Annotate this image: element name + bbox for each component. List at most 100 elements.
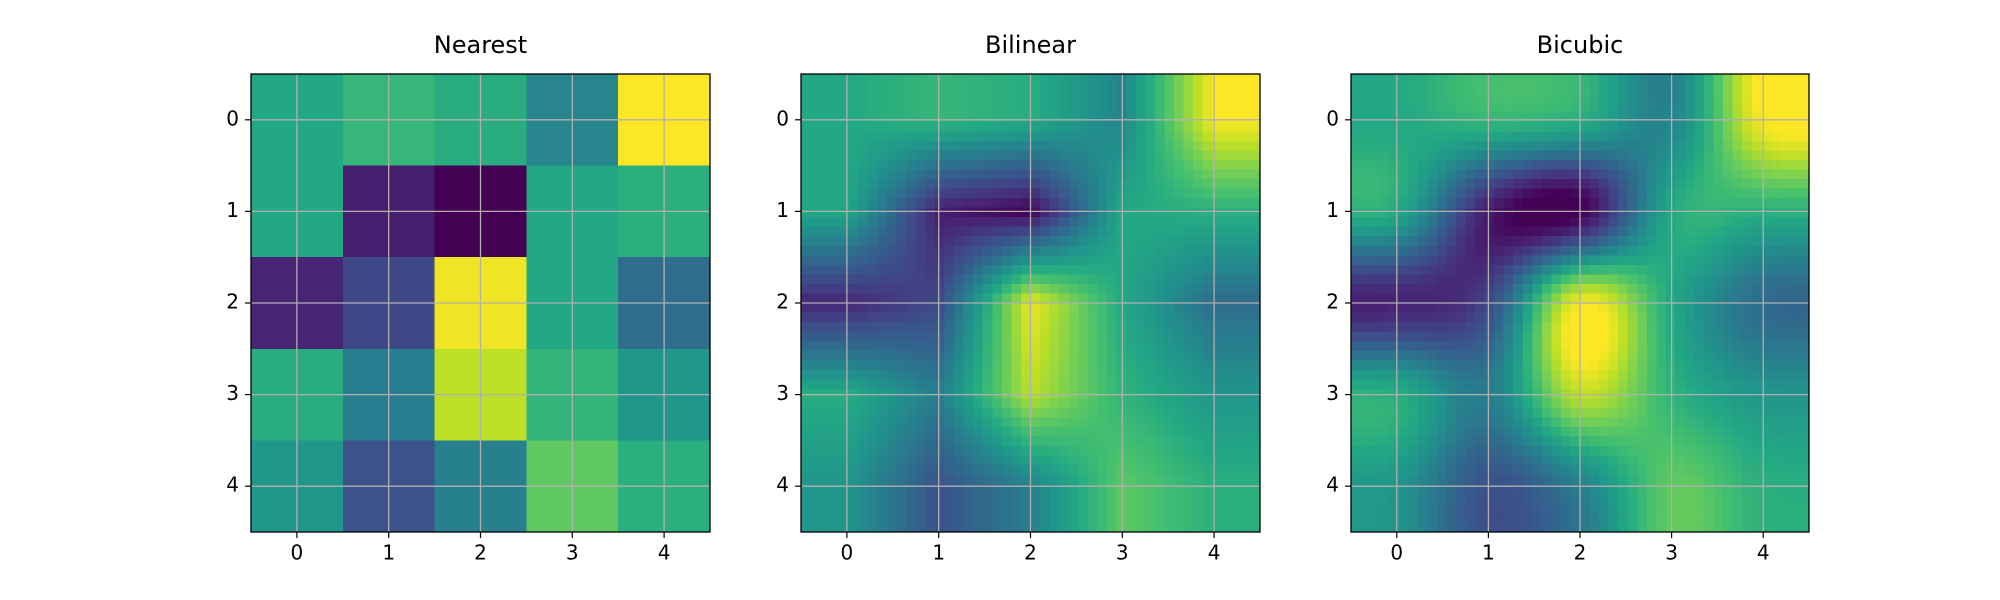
heatmap-pixel — [1360, 217, 1371, 228]
heatmap-pixel — [1408, 226, 1419, 237]
heatmap-pixel — [1455, 274, 1467, 285]
heatmap-pixel — [1145, 512, 1156, 524]
heatmap-pixel — [1011, 198, 1022, 209]
heatmap-pixel — [1020, 350, 1032, 361]
heatmap-pixel — [858, 121, 869, 132]
heatmap-pixel — [1789, 484, 1801, 495]
heatmap-pixel — [1637, 407, 1648, 419]
heatmap-pixel — [1684, 140, 1696, 151]
heatmap-pixel — [1379, 322, 1390, 333]
heatmap-pixel — [1068, 178, 1079, 190]
heatmap-pixel — [1078, 312, 1089, 323]
heatmap-pixel — [1231, 102, 1242, 113]
heatmap-pixel — [810, 446, 821, 457]
heatmap-pixel — [1351, 388, 1362, 400]
heatmap-pixel — [1589, 303, 1600, 314]
heatmap-pixel — [906, 512, 917, 524]
heatmap-pixel — [829, 446, 840, 457]
heatmap-pixel — [1541, 112, 1552, 123]
heatmap-pixel — [954, 360, 965, 371]
heatmap-pixel — [992, 522, 1003, 533]
heatmap-pixel — [1494, 226, 1505, 237]
heatmap-pixel — [915, 178, 926, 190]
heatmap-pixel — [1059, 436, 1070, 447]
heatmap-pixel — [906, 379, 917, 390]
heatmap-pixel — [934, 83, 946, 94]
heatmap-pixel — [820, 465, 831, 476]
heatmap-pixel — [1427, 493, 1438, 504]
heatmap-pixel — [1001, 83, 1012, 94]
heatmap-pixel — [915, 121, 926, 132]
heatmap-pixel — [1202, 264, 1213, 275]
heatmap-pixel — [1126, 83, 1137, 94]
heatmap-pixel — [963, 465, 974, 476]
heatmap-pixel — [1503, 245, 1514, 256]
heatmap-pixel — [973, 255, 984, 266]
heatmap-pixel — [1484, 131, 1495, 142]
heatmap-pixel — [1532, 178, 1543, 190]
heatmap-pixel — [1551, 131, 1562, 142]
heatmap-pixel — [1049, 102, 1060, 113]
heatmap-pixel — [1494, 283, 1505, 295]
heatmap-pixel — [1351, 93, 1362, 104]
heatmap-pixel — [1732, 112, 1743, 123]
heatmap-pixel — [915, 188, 926, 199]
heatmap-pixel — [1799, 255, 1810, 266]
heatmap-pixel — [1751, 512, 1762, 524]
heatmap-pixel — [1627, 360, 1638, 371]
heatmap-pixel — [1580, 407, 1591, 419]
heatmap-pixel — [1193, 150, 1204, 161]
heatmap-pixel — [1173, 188, 1185, 199]
heatmap-pixel — [1608, 341, 1619, 352]
heatmap-pixel — [1221, 198, 1232, 209]
heatmap-pixel — [1513, 388, 1524, 400]
heatmap-pixel — [1398, 512, 1409, 524]
heatmap-pixel — [1020, 341, 1032, 352]
heatmap-pixel — [810, 159, 821, 171]
heatmap-pixel — [1665, 283, 1677, 295]
heatmap-pixel — [1608, 207, 1619, 218]
heatmap-pixel — [1637, 303, 1648, 314]
heatmap-pixel — [1618, 274, 1629, 285]
heatmap-pixel — [1675, 264, 1686, 275]
heatmap-pixel — [1732, 465, 1743, 476]
heatmap-pixel — [1465, 245, 1476, 256]
heatmap-pixel — [1684, 398, 1696, 409]
heatmap-pixel — [1446, 255, 1457, 266]
heatmap-pixel — [1532, 236, 1543, 247]
heatmap-pixel — [829, 112, 840, 123]
heatmap-pixel — [963, 446, 974, 457]
heatmap-pixel — [1379, 226, 1390, 237]
heatmap-pixel — [1417, 93, 1428, 104]
heatmap-pixel — [1475, 245, 1486, 256]
heatmap-pixel — [1713, 93, 1724, 104]
heatmap-pixel — [1503, 255, 1514, 266]
heatmap-pixel — [1608, 312, 1619, 323]
heatmap-pixel — [1713, 322, 1724, 333]
heatmap-pixel — [1135, 264, 1146, 275]
heatmap-pixel — [1494, 522, 1505, 533]
heatmap-pixel — [1212, 350, 1223, 361]
heatmap-pixel — [1107, 217, 1118, 228]
heatmap-pixel — [1484, 446, 1495, 457]
heatmap-pixel — [1078, 503, 1089, 514]
heatmap-pixel — [1398, 350, 1409, 361]
heatmap-pixel — [1059, 178, 1070, 190]
heatmap-pixel — [896, 121, 907, 132]
heatmap-pixel — [1551, 331, 1562, 342]
heatmap-pixel — [1770, 455, 1781, 466]
heatmap-pixel — [896, 512, 907, 524]
heatmap-pixel — [1627, 455, 1638, 466]
heatmap-pixel — [1135, 303, 1146, 314]
y-tick-label: 1 — [1326, 198, 1339, 222]
heatmap-pixel — [1560, 226, 1572, 237]
heatmap-pixel — [1107, 303, 1118, 314]
heatmap-pixel — [858, 169, 869, 180]
heatmap-pixel — [1684, 407, 1696, 419]
heatmap-pixel — [934, 388, 946, 400]
heatmap-pixel — [1761, 322, 1772, 333]
heatmap-pixel — [839, 121, 850, 132]
heatmap-pixel — [1212, 484, 1223, 495]
heatmap-pixel — [1589, 226, 1600, 237]
heatmap-pixel — [1001, 217, 1012, 228]
